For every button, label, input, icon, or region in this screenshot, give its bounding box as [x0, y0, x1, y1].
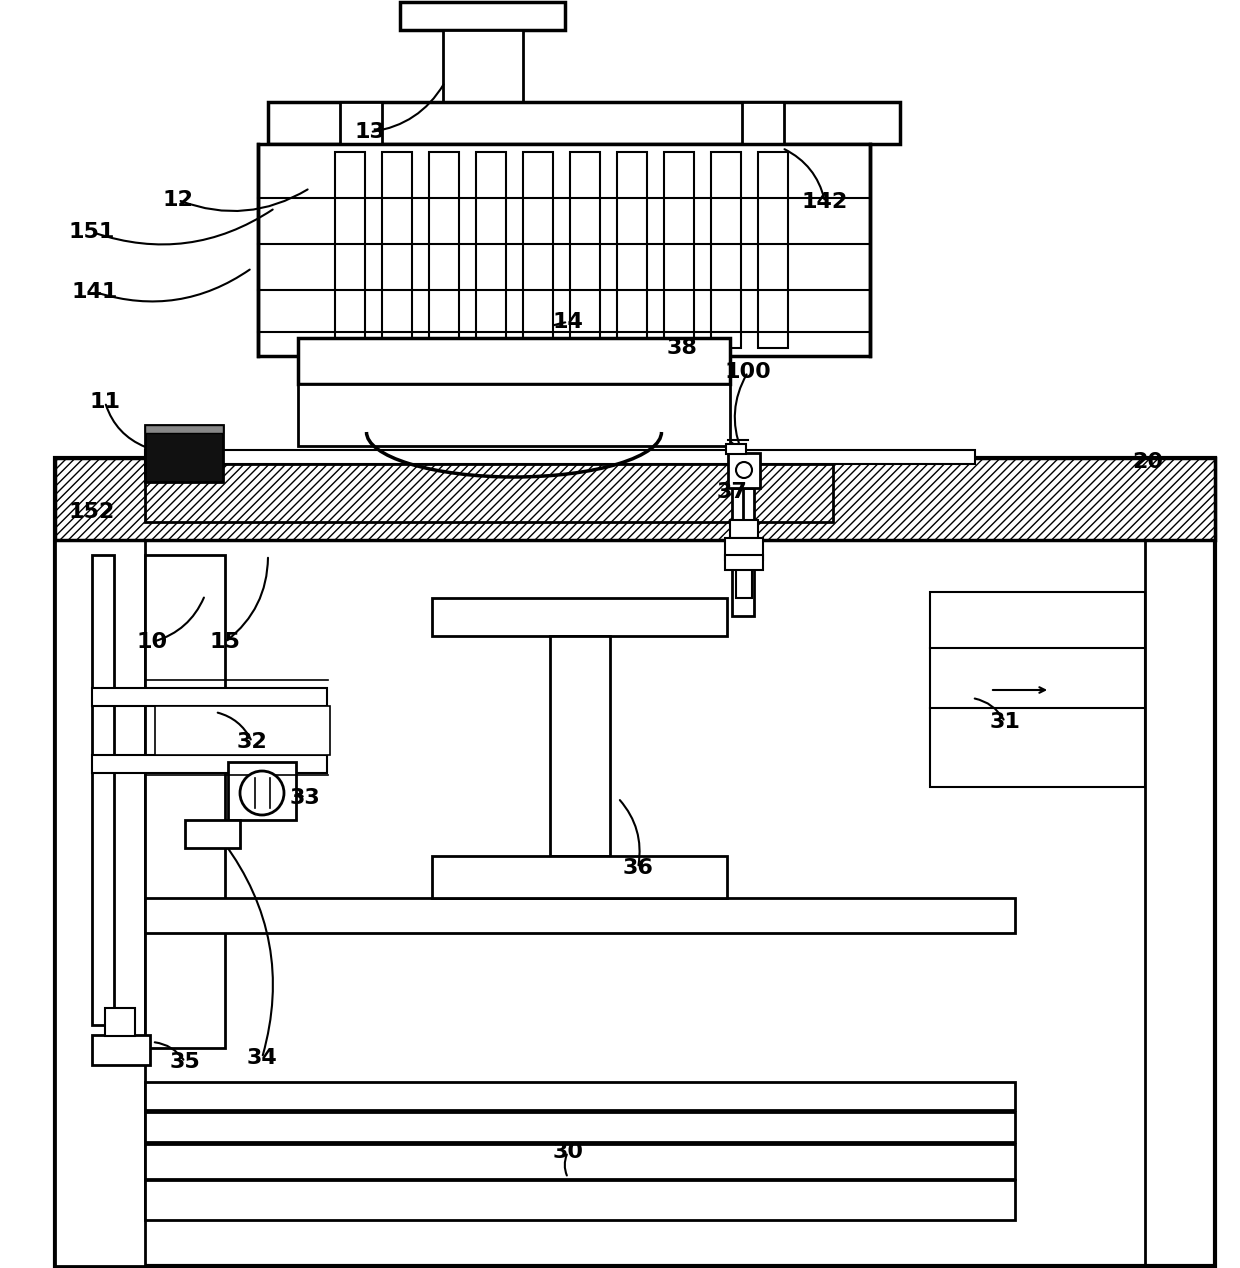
Bar: [742, 101, 784, 287]
Bar: [145, 425, 223, 432]
Bar: [732, 488, 754, 616]
Bar: [92, 754, 327, 773]
Text: 13: 13: [355, 122, 386, 142]
Text: 151: 151: [68, 222, 115, 242]
Text: 32: 32: [237, 732, 268, 752]
Bar: [185, 820, 241, 848]
Bar: [258, 145, 870, 356]
Bar: [340, 101, 382, 287]
Bar: [551, 637, 610, 856]
Bar: [145, 1082, 1016, 1110]
Bar: [432, 856, 727, 898]
Bar: [725, 538, 763, 560]
Bar: [382, 152, 412, 347]
Bar: [145, 464, 833, 522]
Bar: [711, 152, 742, 347]
Bar: [737, 560, 751, 598]
Bar: [145, 425, 223, 482]
Bar: [758, 152, 787, 347]
Text: 31: 31: [990, 713, 1021, 732]
Text: 30: 30: [553, 1142, 584, 1161]
Bar: [728, 453, 760, 488]
Bar: [429, 152, 459, 347]
Circle shape: [737, 462, 751, 478]
Text: 100: 100: [724, 361, 771, 382]
Text: 11: 11: [89, 392, 120, 412]
Bar: [145, 1181, 1016, 1220]
Bar: [145, 450, 975, 464]
Bar: [228, 762, 296, 820]
Text: 14: 14: [553, 312, 584, 332]
Text: 15: 15: [210, 631, 241, 652]
Bar: [145, 898, 1016, 933]
Bar: [145, 1144, 1016, 1179]
Bar: [155, 706, 330, 754]
Bar: [268, 101, 900, 145]
Bar: [725, 555, 763, 571]
Bar: [92, 1035, 150, 1065]
Bar: [298, 339, 730, 384]
Text: 33: 33: [290, 787, 320, 808]
Text: 35: 35: [170, 1052, 201, 1071]
Text: 141: 141: [72, 281, 118, 302]
Bar: [523, 152, 553, 347]
Text: 34: 34: [247, 1047, 278, 1068]
Text: 36: 36: [622, 858, 653, 877]
Bar: [725, 444, 746, 454]
Text: 37: 37: [717, 482, 748, 502]
Bar: [92, 555, 114, 1025]
Bar: [55, 458, 1215, 1265]
Bar: [55, 458, 1215, 540]
Bar: [730, 520, 758, 538]
Bar: [401, 3, 565, 30]
Bar: [145, 1112, 1016, 1142]
Bar: [105, 1008, 135, 1036]
Text: 152: 152: [69, 502, 115, 522]
Circle shape: [241, 771, 284, 815]
Bar: [92, 689, 327, 706]
Bar: [335, 152, 365, 347]
Bar: [443, 30, 523, 126]
Bar: [432, 598, 727, 637]
Bar: [145, 555, 224, 1047]
Bar: [476, 152, 506, 347]
Text: 10: 10: [136, 631, 167, 652]
Bar: [618, 152, 647, 347]
Bar: [298, 384, 730, 446]
Text: 38: 38: [667, 339, 697, 358]
Bar: [930, 592, 1145, 787]
Bar: [663, 152, 694, 347]
Bar: [55, 458, 145, 1265]
Text: 142: 142: [802, 191, 848, 212]
Text: 20: 20: [1132, 451, 1163, 472]
Text: 12: 12: [162, 190, 193, 210]
Bar: [570, 152, 600, 347]
